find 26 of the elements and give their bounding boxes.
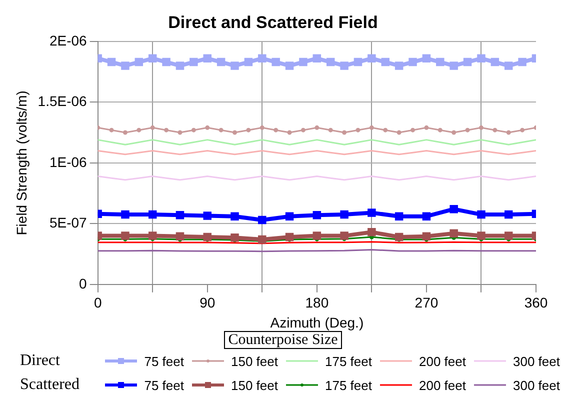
text: Scattered <box>19 376 81 394</box>
legend-label: 200 feet <box>419 378 466 392</box>
y-tick-label: 2E-06 <box>49 32 88 48</box>
legend-label: 150 feet <box>231 378 278 392</box>
y-tick-label: 1.5E-06 <box>38 93 88 110</box>
legend-title: Counterpoise Size <box>224 331 342 349</box>
y-axis-title: Field Strength (volts/m) <box>13 90 30 236</box>
legend-label: 75 feet <box>144 378 184 392</box>
legend-label: 300 feet <box>513 378 560 392</box>
x-tick-label: 270 <box>414 294 438 311</box>
x-tick-label: 90 <box>200 294 216 311</box>
legend-label: 300 feet <box>513 354 560 368</box>
x-axis-title: Azimuth (Deg.) <box>270 314 364 330</box>
legend-label: 200 feet <box>419 354 466 368</box>
legend-label: 150 feet <box>231 354 278 368</box>
x-tick-label: 0 <box>94 294 102 311</box>
text: Direct <box>19 352 61 370</box>
legend-label: 75 feet <box>144 354 184 368</box>
x-tick-label: 180 <box>305 294 329 311</box>
x-tick-label: 360 <box>524 294 548 311</box>
y-tick-label: 1E-06 <box>49 154 88 170</box>
legend-label: 175 feet <box>325 378 372 392</box>
chart-title: Direct and Scattered Field <box>168 12 378 32</box>
y-tick-label: 5E-07 <box>49 214 88 231</box>
legend-label: 175 feet <box>325 354 372 368</box>
y-tick-label: 0 <box>79 275 88 292</box>
